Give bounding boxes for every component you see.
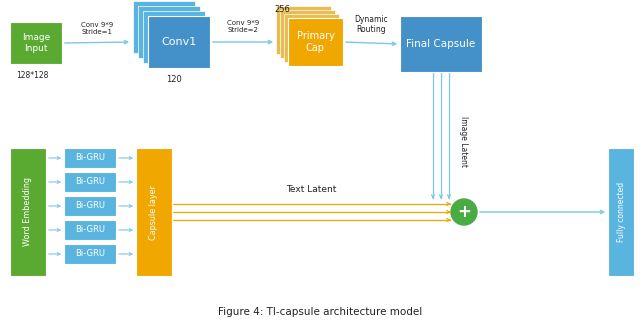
Text: Bi-GRU: Bi-GRU: [75, 202, 105, 211]
FancyBboxPatch shape: [133, 1, 195, 53]
Text: Dynamic
Routing: Dynamic Routing: [355, 14, 388, 34]
Text: +: +: [457, 203, 471, 221]
Text: Bi-GRU: Bi-GRU: [75, 178, 105, 187]
FancyBboxPatch shape: [64, 244, 116, 264]
Text: Bi-GRU: Bi-GRU: [75, 153, 105, 162]
FancyBboxPatch shape: [10, 148, 46, 276]
FancyBboxPatch shape: [138, 6, 200, 58]
FancyBboxPatch shape: [280, 10, 335, 58]
Text: Figure 4: TI-capsule architecture model: Figure 4: TI-capsule architecture model: [218, 307, 422, 317]
FancyBboxPatch shape: [64, 220, 116, 240]
FancyBboxPatch shape: [64, 196, 116, 216]
FancyBboxPatch shape: [288, 18, 343, 66]
FancyBboxPatch shape: [284, 14, 339, 62]
FancyBboxPatch shape: [64, 148, 116, 168]
Text: Primary
Cap: Primary Cap: [296, 31, 335, 53]
FancyBboxPatch shape: [64, 172, 116, 192]
Text: Bi-GRU: Bi-GRU: [75, 225, 105, 235]
FancyBboxPatch shape: [143, 11, 205, 63]
Text: Conv 9*9
Stride=1: Conv 9*9 Stride=1: [81, 22, 113, 35]
Text: Image
Input: Image Input: [22, 33, 50, 53]
FancyBboxPatch shape: [276, 6, 331, 54]
Text: Text Latent: Text Latent: [286, 185, 337, 194]
Text: Conv 9*9
Stride=2: Conv 9*9 Stride=2: [227, 20, 259, 33]
Circle shape: [451, 199, 477, 225]
Text: 120: 120: [166, 75, 182, 84]
FancyBboxPatch shape: [148, 16, 210, 68]
Text: 256: 256: [274, 4, 290, 13]
Text: 128*128: 128*128: [16, 72, 48, 81]
Text: Bi-GRU: Bi-GRU: [75, 249, 105, 258]
Text: Image Latent: Image Latent: [459, 117, 468, 168]
FancyBboxPatch shape: [608, 148, 634, 276]
Text: Capsule layer: Capsule layer: [150, 185, 159, 239]
FancyBboxPatch shape: [136, 148, 172, 276]
FancyBboxPatch shape: [400, 16, 482, 72]
Text: Final Capsule: Final Capsule: [406, 39, 476, 49]
FancyBboxPatch shape: [10, 22, 62, 64]
Text: Word Embedding: Word Embedding: [24, 178, 33, 247]
Text: Fully connected: Fully connected: [616, 182, 625, 242]
Text: Conv1: Conv1: [161, 37, 196, 47]
